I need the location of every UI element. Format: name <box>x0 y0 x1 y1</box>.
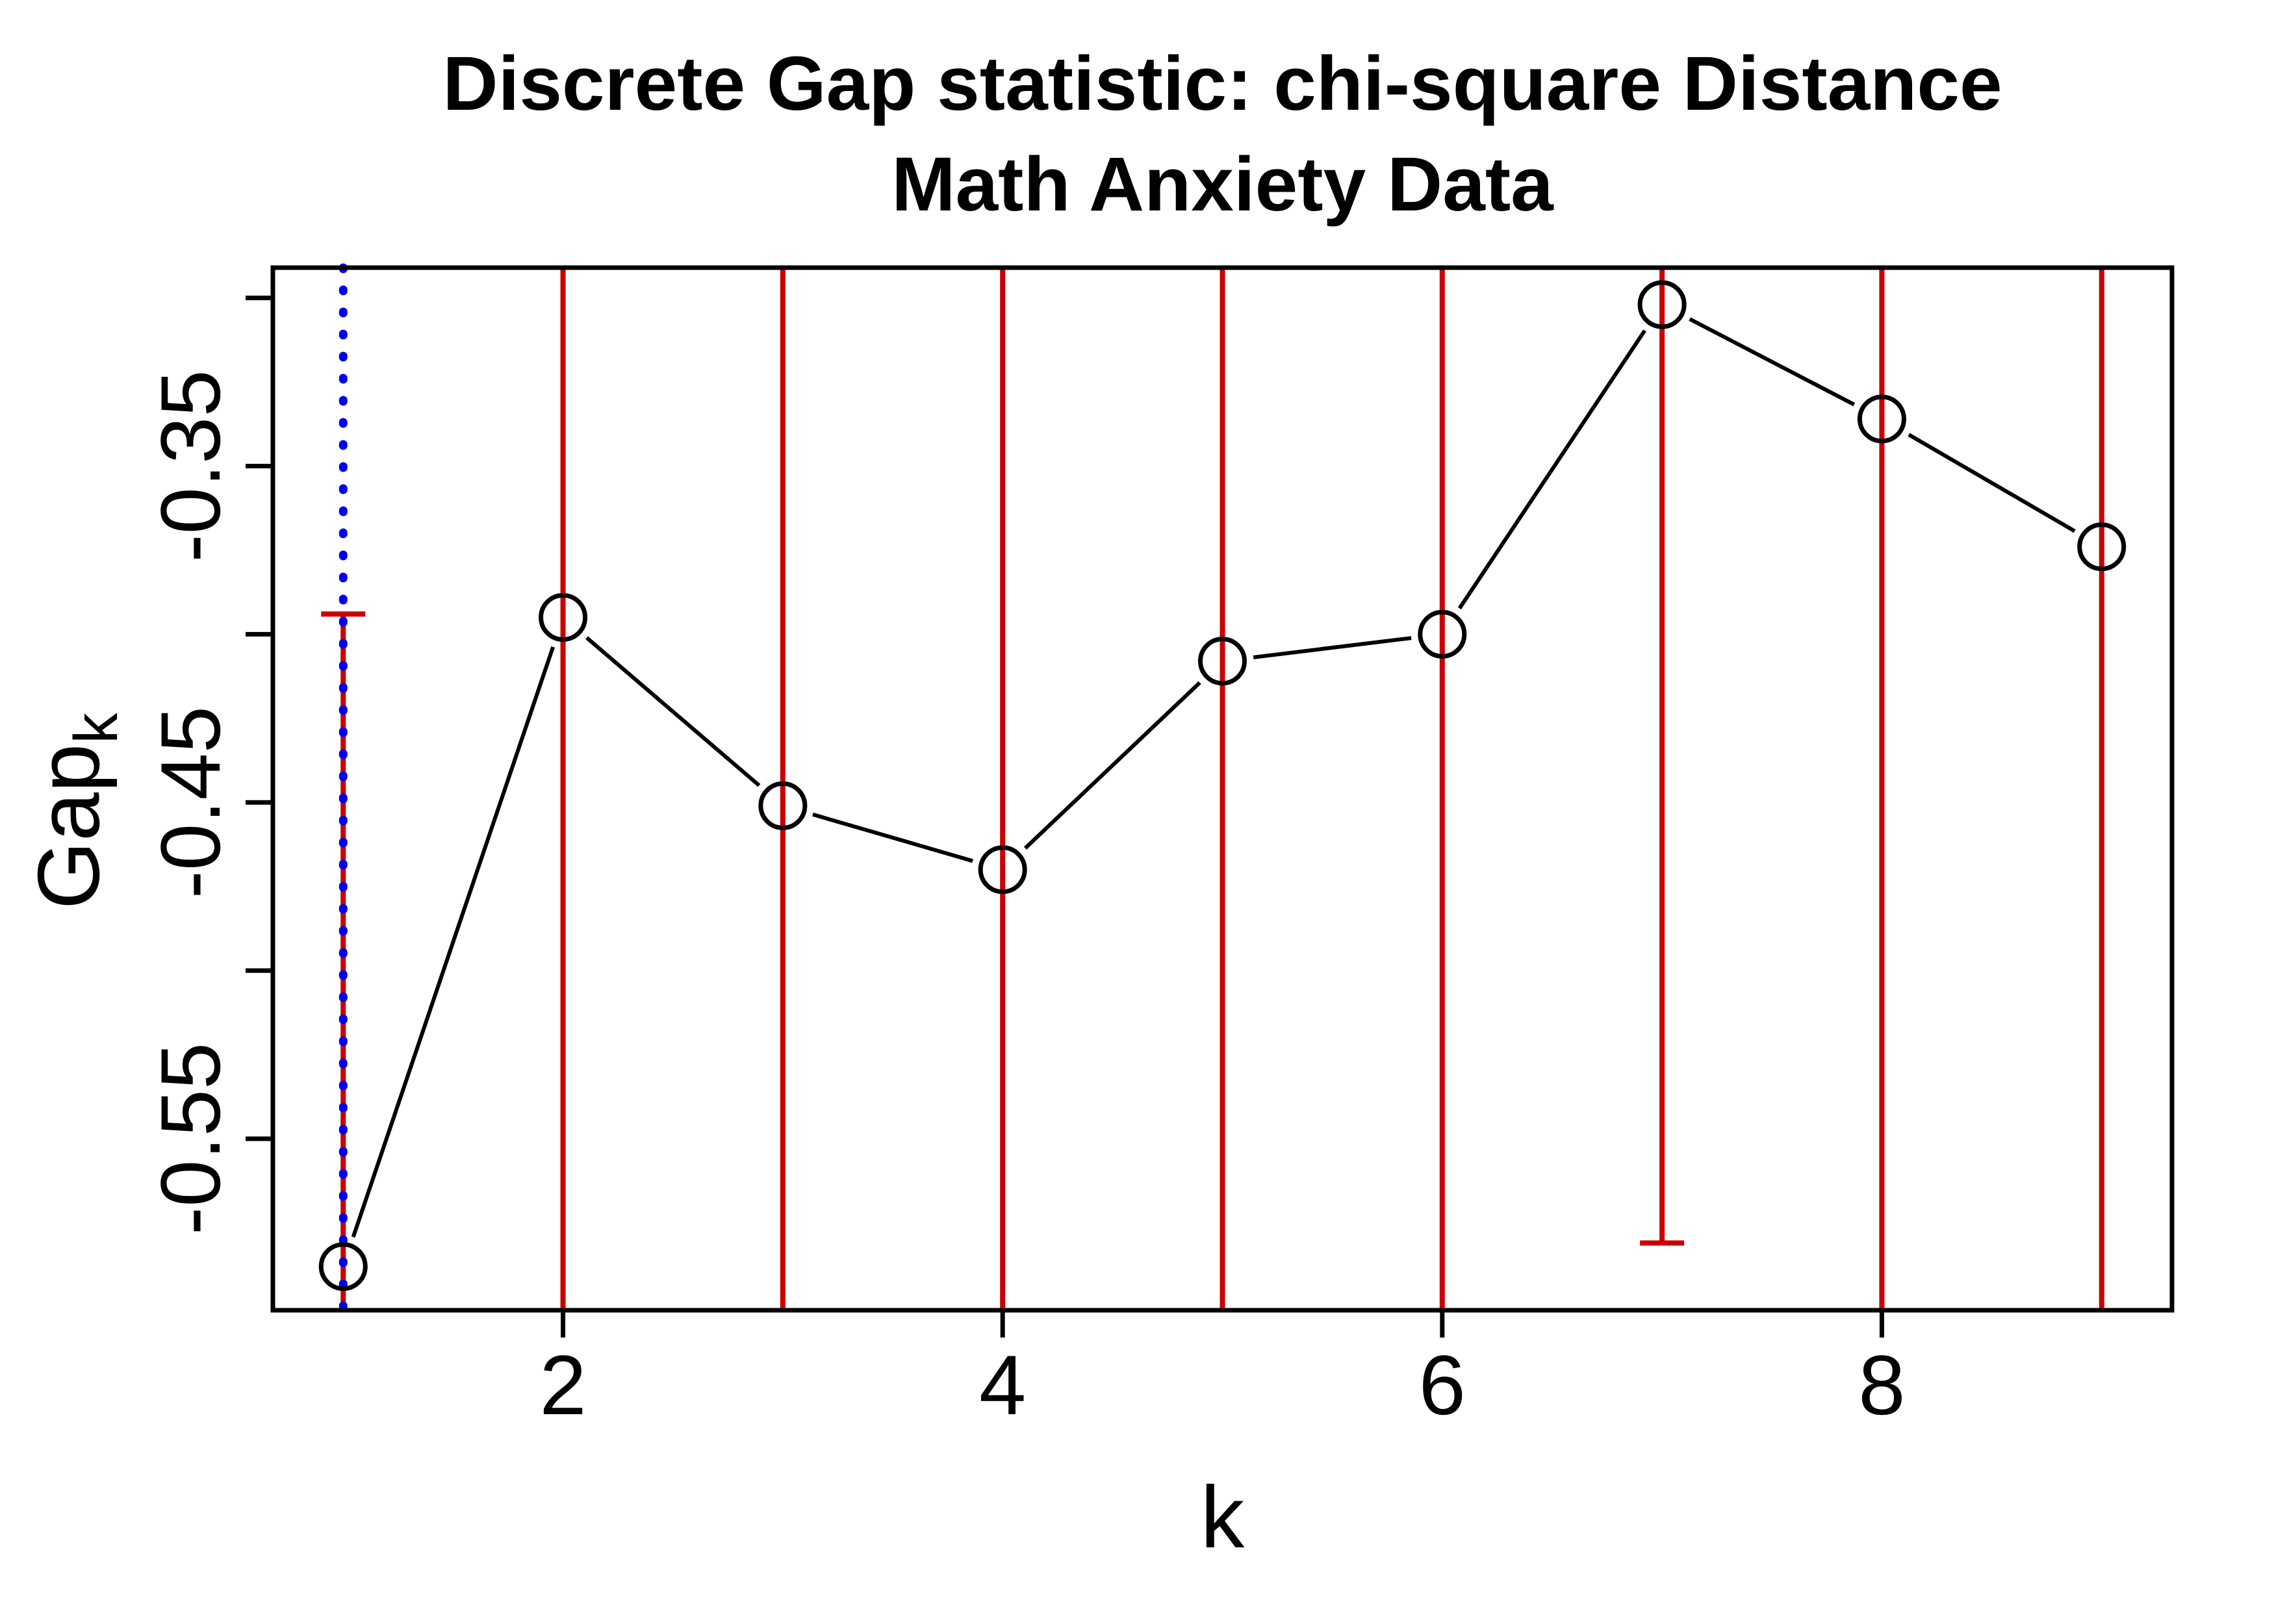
series-line-segment <box>351 646 556 1238</box>
series-line-segment <box>812 812 973 863</box>
y-axis-label: Gapk <box>18 713 132 909</box>
x-axis-label: k <box>1200 1468 1245 1566</box>
plot-box <box>270 265 2175 1313</box>
chart-title-line2: Math Anxiety Data <box>891 142 1553 227</box>
data-point <box>2077 522 2127 572</box>
series-line-segment <box>1689 317 1856 407</box>
data-point <box>758 781 808 830</box>
series-line-segment <box>585 636 761 787</box>
chart-title-line1: Discrete Gap statistic: chi-square Dista… <box>442 41 2002 127</box>
data-point <box>539 592 588 642</box>
series-line-segment <box>1457 329 1646 610</box>
x-tick-label: 8 <box>1858 1338 1905 1432</box>
data-point <box>1198 637 1247 686</box>
data-point <box>1418 609 1467 659</box>
y-tick-label: -0.55 <box>143 1043 238 1235</box>
data-point <box>318 1242 368 1291</box>
x-tick-label: 6 <box>1419 1338 1466 1432</box>
y-tick-label: -0.35 <box>143 370 238 562</box>
y-axis-label-main: Gap <box>19 743 118 909</box>
chart-title: Discrete Gap statistic: chi-square Dista… <box>273 34 2172 235</box>
series-line-segment <box>1908 433 2076 533</box>
series-line-segment <box>1023 681 1201 850</box>
series-line-segment <box>1253 636 1412 659</box>
y-axis-label-subscript: k <box>62 713 131 744</box>
x-tick-label: 4 <box>979 1338 1026 1432</box>
data-point <box>1637 280 1687 329</box>
x-tick-label: 2 <box>539 1338 586 1432</box>
data-point <box>1857 394 1906 444</box>
y-tick-label: -0.45 <box>143 706 238 898</box>
data-point <box>978 845 1027 894</box>
